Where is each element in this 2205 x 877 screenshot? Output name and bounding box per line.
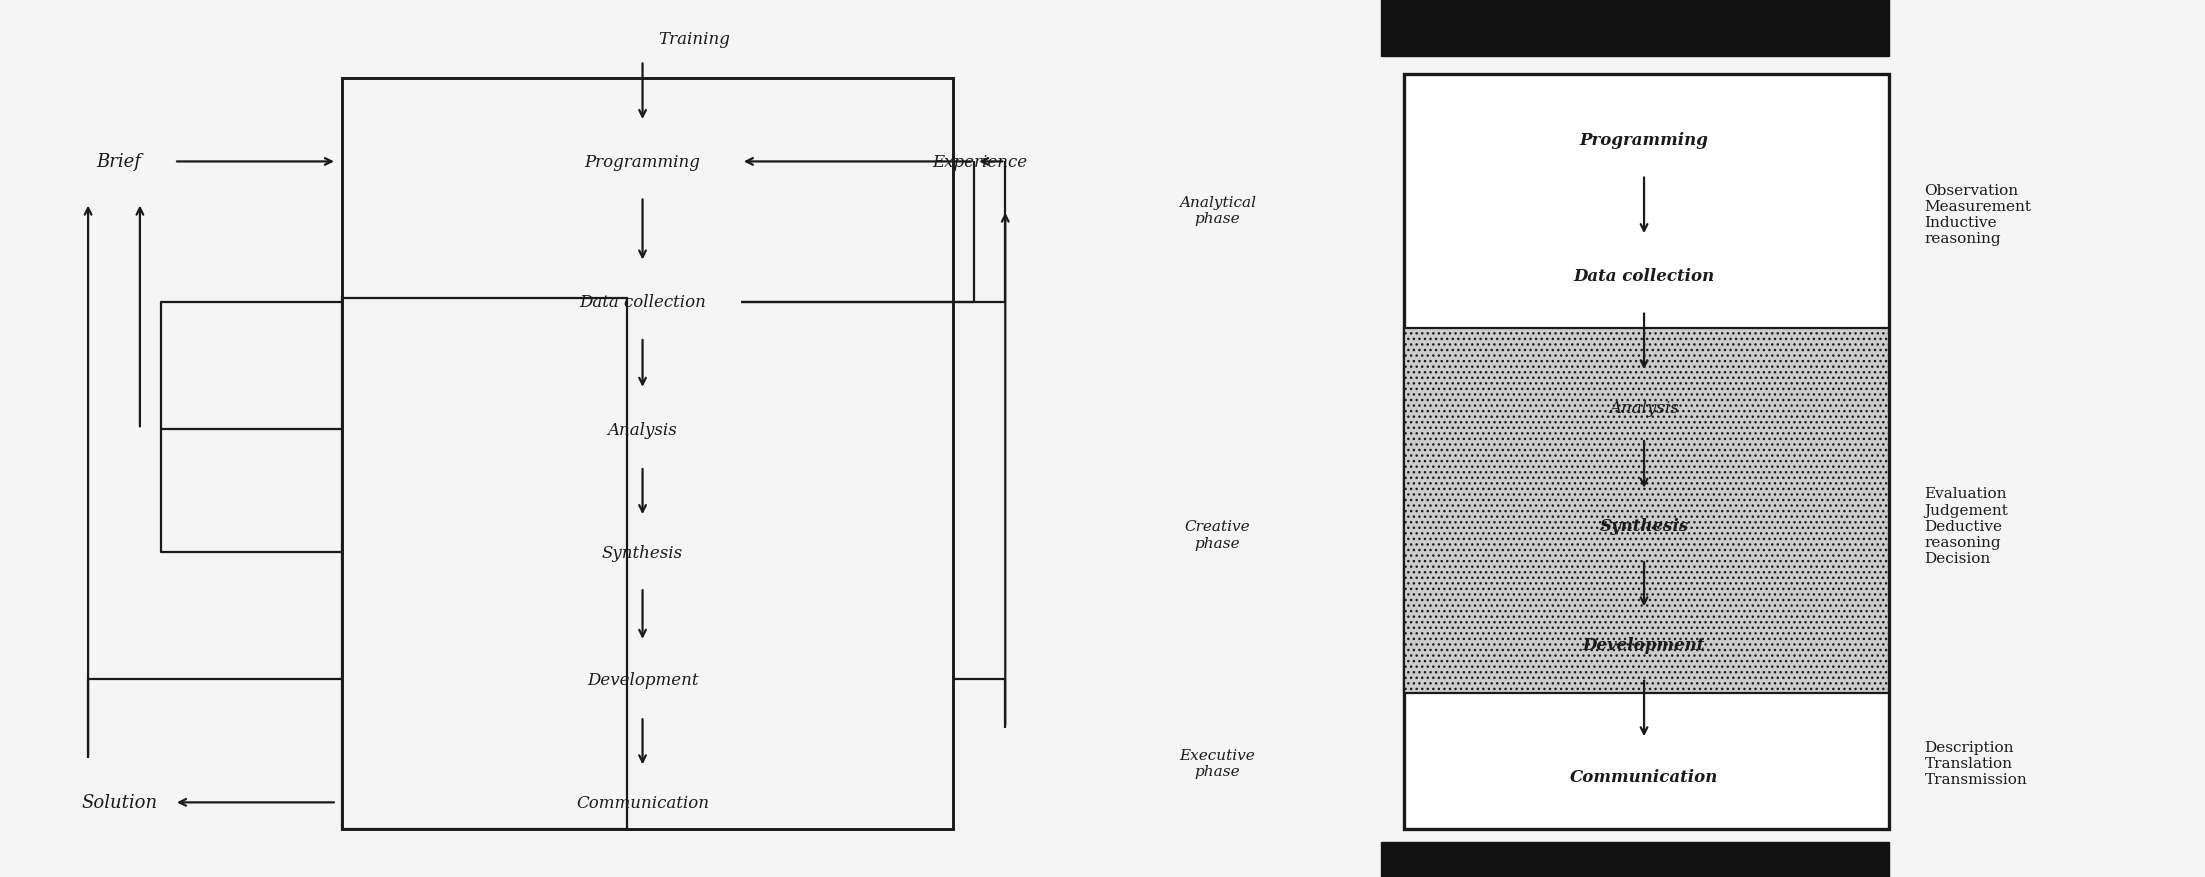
Text: Communication: Communication [576,794,710,811]
Text: Analysis: Analysis [1610,399,1678,417]
Text: Analysis: Analysis [609,421,677,438]
Bar [1405,329,1890,693]
Text: Evaluation
Judgement
Deductive
reasoning
Decision: Evaluation Judgement Deductive reasoning… [1925,487,2009,566]
Text: Communication: Communication [1570,767,1718,785]
Bar [1380,0,1890,57]
Text: Development: Development [1583,636,1704,653]
Text: Programming: Programming [1579,132,1709,149]
Text: Experience: Experience [933,153,1028,171]
Text: Solution: Solution [82,794,157,811]
Text: Data collection: Data collection [580,294,706,311]
Text: Observation
Measurement
Inductive
reasoning: Observation Measurement Inductive reason… [1925,183,2031,246]
Text: Executive
phase: Executive phase [1180,748,1255,778]
Text: Description
Translation
Transmission: Description Translation Transmission [1925,740,2026,786]
Text: Training: Training [659,31,730,48]
Text: Brief: Brief [97,153,141,171]
Text: Synthesis: Synthesis [602,544,684,561]
Text: Creative
phase: Creative phase [1184,520,1250,550]
Bar [342,298,626,829]
Text: Development: Development [587,671,699,688]
Bar [1405,75,1890,829]
Bar [1380,842,1890,877]
Text: Data collection: Data collection [1574,267,1715,285]
Bar [342,79,953,829]
Text: Analytical
phase: Analytical phase [1180,196,1257,225]
Text: Programming: Programming [584,153,701,171]
Text: Synthesis: Synthesis [1599,517,1689,535]
